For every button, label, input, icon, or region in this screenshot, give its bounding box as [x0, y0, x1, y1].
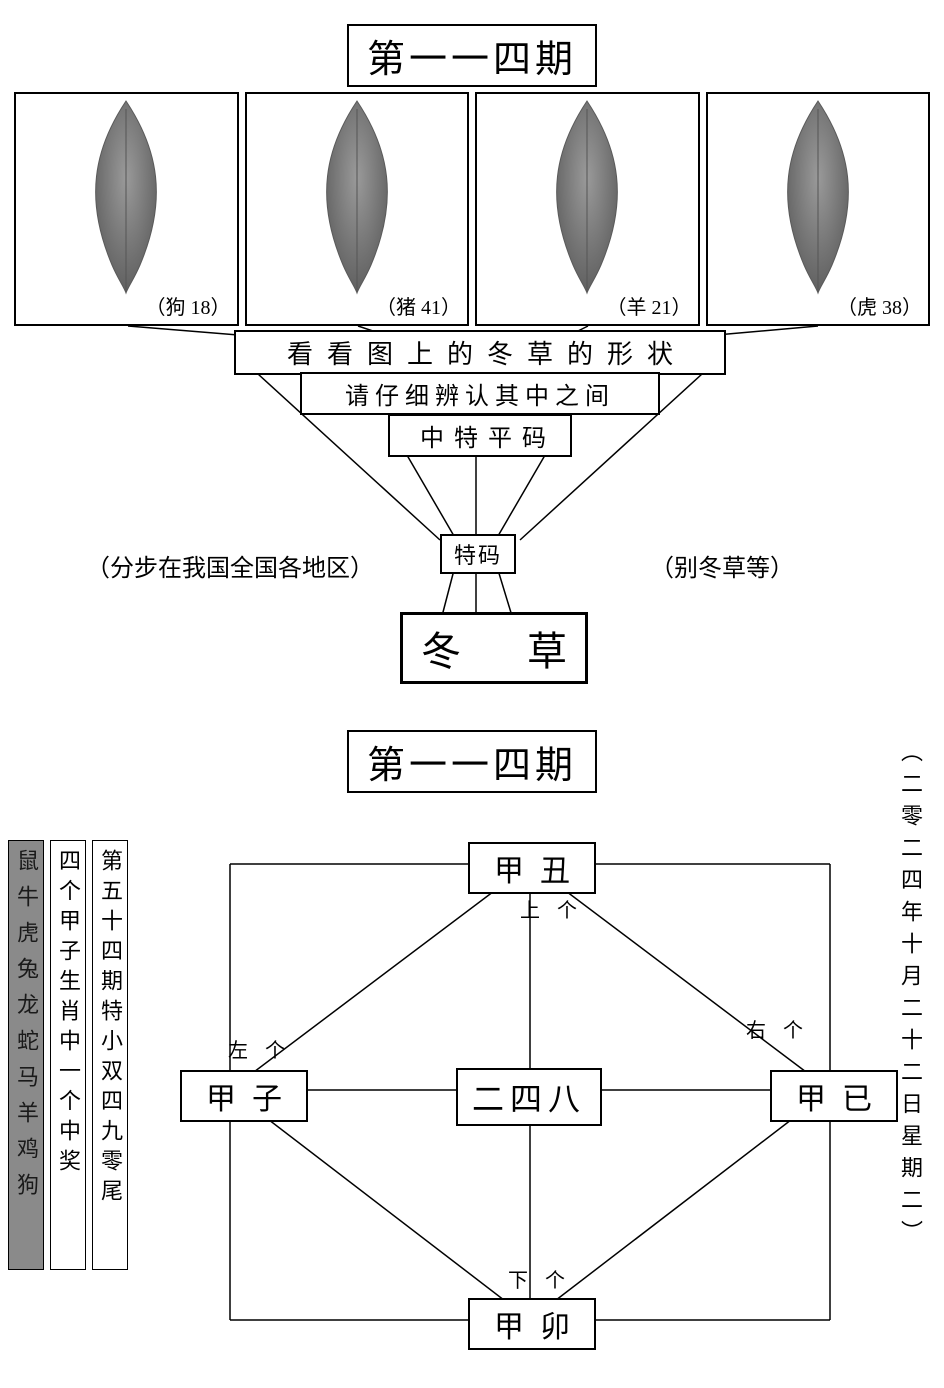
node-top-text: 甲丑	[494, 855, 586, 888]
leaf-icon	[66, 95, 186, 295]
node-right-text: 甲已	[796, 1083, 888, 1116]
bottom-title: 第一一四期	[367, 745, 577, 787]
leaf-caption-3: （虎 38）	[837, 291, 922, 320]
diamond-diagram: 甲丑 甲卯 甲子 甲已 二四八 上 个 下 个 左 个 右 个	[210, 820, 850, 1350]
vertical-col-2: 四个甲子生肖中一个中奖	[50, 840, 86, 1270]
vertical-col-3-text: 第五十四期特小双四九零尾	[94, 849, 126, 1209]
node-bottom: 甲卯	[468, 1298, 596, 1350]
dir-left: 左 个	[228, 1034, 291, 1063]
dir-top: 上 个	[520, 894, 583, 923]
result-text: 冬 草	[421, 629, 595, 674]
dir-bottom: 下 个	[508, 1264, 571, 1293]
page: 第一一四期 （狗 18） （猪 41） （羊 21） （虎 38） 看看图上的冬草的形…	[0, 0, 944, 1388]
leaf-cell-0: （狗 18）	[14, 92, 239, 326]
info-bar-3: 中特平码	[388, 414, 572, 457]
leaf-row: （狗 18） （猪 41） （羊 21） （虎 38）	[14, 92, 930, 326]
info-bar-4-text: 特码	[454, 543, 502, 568]
node-left-text: 甲子	[206, 1083, 298, 1116]
info-bar-2-text: 请仔细辨认其中之间	[345, 384, 615, 410]
node-center: 二四八	[456, 1068, 602, 1126]
node-top: 甲丑	[468, 842, 596, 894]
top-title: 第一一四期	[367, 39, 577, 81]
vertical-col-3: 第五十四期特小双四九零尾	[92, 840, 128, 1270]
node-right: 甲已	[770, 1070, 898, 1122]
leaf-cell-1: （猪 41）	[245, 92, 470, 326]
info-bar-4: 特码	[440, 534, 516, 574]
leaf-icon	[527, 95, 647, 295]
info-bar-2: 请仔细辨认其中之间	[300, 372, 660, 415]
leaf-icon	[758, 95, 878, 295]
node-left: 甲子	[180, 1070, 308, 1122]
leaf-caption-0: （狗 18）	[146, 291, 231, 320]
zodiac-strip: 鼠牛虎兔龙蛇马羊鸡狗	[8, 840, 44, 1270]
zodiac-strip-text: 鼠牛虎兔龙蛇马羊鸡狗	[10, 849, 42, 1209]
bottom-title-box: 第一一四期	[347, 730, 597, 793]
info-bar-1-text: 看看图上的冬草的形状	[287, 340, 687, 369]
leaf-cell-2: （羊 21）	[475, 92, 700, 326]
result-box: 冬 草	[400, 612, 588, 684]
info-bar-3-text: 中特平码	[420, 426, 556, 452]
leaf-caption-2: （羊 21）	[607, 291, 692, 320]
leaf-cell-3: （虎 38）	[706, 92, 931, 326]
bottom-section: 第一一四期 鼠牛虎兔龙蛇马羊鸡狗 四个甲子生肖中一个中奖 第五十四期特小双四九零…	[0, 770, 944, 1380]
vertical-col-2-text: 四个甲子生肖中一个中奖	[52, 849, 84, 1179]
leaf-icon	[297, 95, 417, 295]
info-bar-1: 看看图上的冬草的形状	[234, 330, 726, 375]
node-bottom-text: 甲卯	[494, 1311, 586, 1344]
left-note: （分步在我国全国各地区）	[86, 548, 374, 583]
dir-right: 右 个	[746, 1014, 809, 1043]
date-text: （二零二四年十月二十二日星期二）	[898, 740, 923, 1252]
top-title-box: 第一一四期	[347, 24, 597, 87]
right-note: （别冬草等）	[650, 548, 794, 583]
date-column: （二零二四年十月二十二日星期二）	[894, 740, 926, 1320]
node-center-text: 二四八	[472, 1081, 586, 1117]
leaf-caption-1: （猪 41）	[376, 291, 461, 320]
